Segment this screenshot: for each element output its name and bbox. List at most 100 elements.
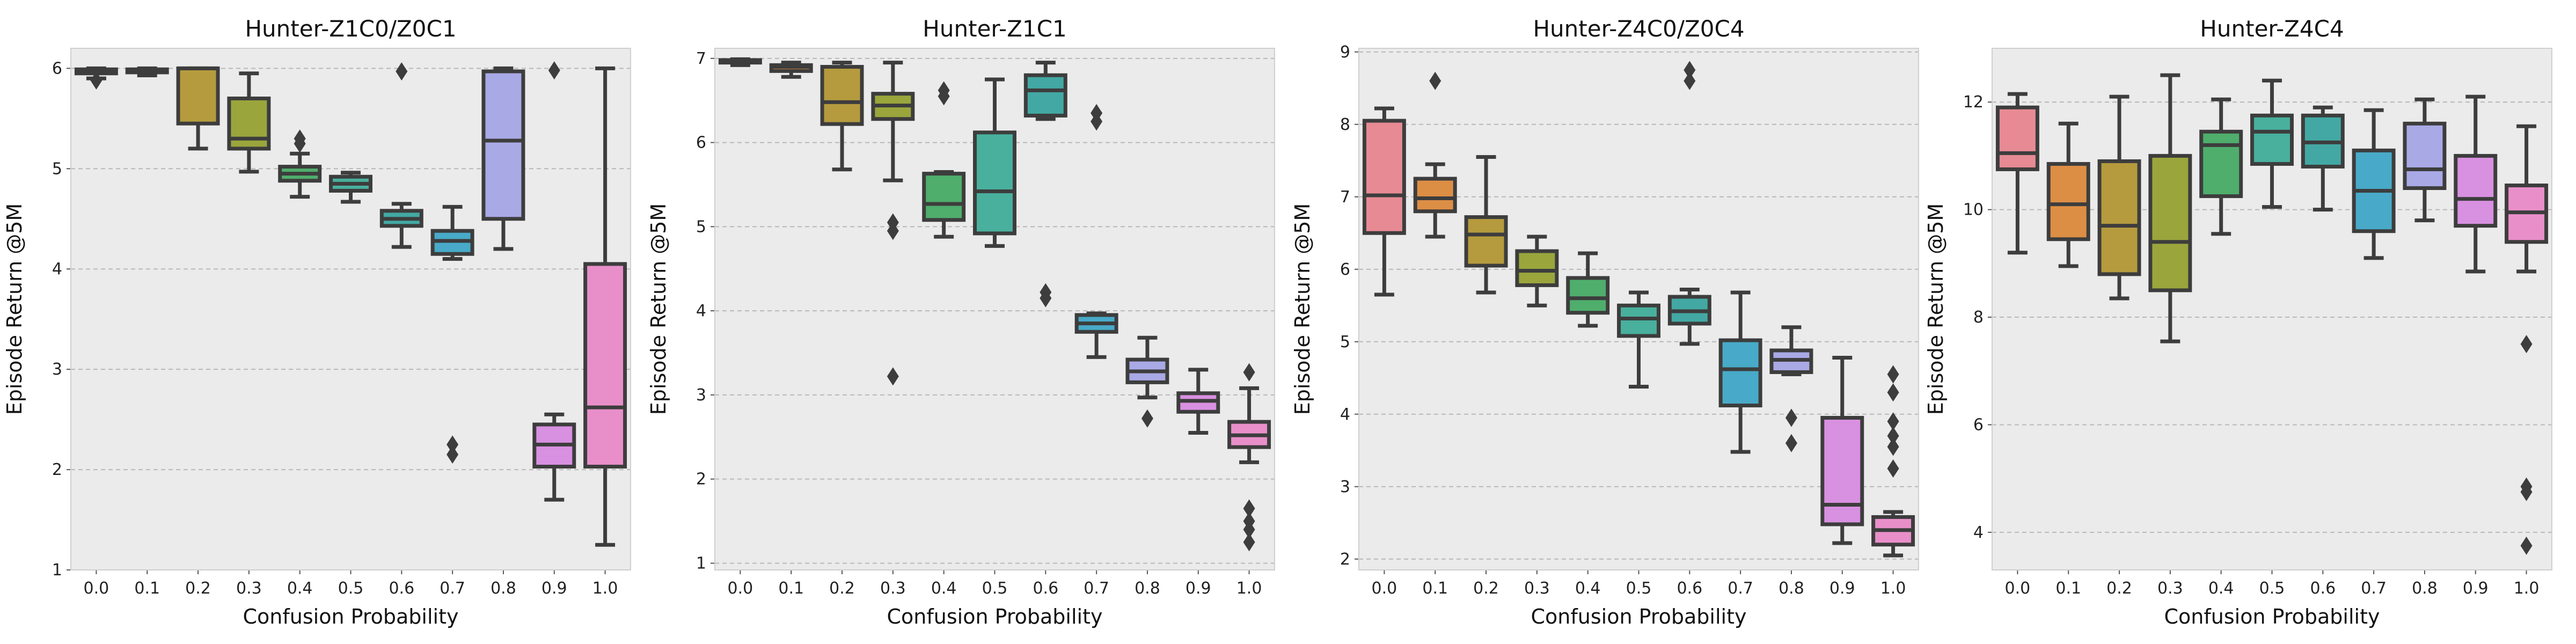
x-tick-label: 0.7 bbox=[2361, 579, 2387, 598]
box-0.9 bbox=[1176, 368, 1220, 435]
box-body bbox=[481, 69, 525, 221]
box-0.3 bbox=[1515, 235, 1559, 308]
y-tick-label: 6 bbox=[1340, 260, 1350, 279]
y-tick-label: 4 bbox=[52, 260, 62, 279]
y-tick-label: 3 bbox=[696, 386, 706, 405]
plot-frame bbox=[1358, 48, 1919, 570]
box-0.9 bbox=[1820, 355, 1864, 545]
box-0.7 bbox=[2352, 108, 2396, 260]
y-tick-label: 7 bbox=[696, 49, 706, 68]
y-axis-label: Episode Return @5M bbox=[3, 203, 26, 415]
x-tick-label: 0.7 bbox=[440, 579, 465, 598]
box-0.1 bbox=[2046, 121, 2090, 268]
box-0.9 bbox=[2454, 94, 2498, 274]
box-body bbox=[2148, 153, 2192, 292]
box-body bbox=[2403, 121, 2447, 191]
chart-title: Hunter-Z4C4 bbox=[2200, 16, 2344, 42]
box-body bbox=[922, 172, 966, 222]
box-0.1 bbox=[1413, 71, 1457, 239]
box-0.3 bbox=[227, 71, 271, 174]
x-tick-label: 0.0 bbox=[2005, 579, 2031, 598]
box-0.0 bbox=[1362, 106, 1406, 297]
y-tick-label: 8 bbox=[1340, 115, 1350, 134]
y-tick-label: 6 bbox=[696, 134, 706, 152]
y-tick-label: 2 bbox=[52, 460, 62, 479]
y-axis-label: Episode Return @5M bbox=[647, 203, 670, 415]
outlier-point bbox=[1091, 112, 1103, 131]
x-tick-label: 0.1 bbox=[1422, 579, 1448, 598]
box-0.3 bbox=[2148, 73, 2192, 343]
box-body bbox=[227, 96, 271, 151]
box-1.0 bbox=[2505, 124, 2549, 555]
outlier-point bbox=[548, 61, 560, 80]
y-tick-label: 4 bbox=[1973, 523, 1984, 542]
y-tick-label: 3 bbox=[52, 360, 62, 379]
x-tick-label: 0.4 bbox=[287, 579, 313, 598]
box-0.8 bbox=[2403, 97, 2447, 223]
x-tick-label: 0.1 bbox=[778, 579, 804, 598]
y-tick-label: 5 bbox=[52, 159, 62, 178]
plot-frame bbox=[714, 48, 1275, 570]
x-axis-label: Confusion Probability bbox=[887, 605, 1103, 628]
outlier-point bbox=[1243, 533, 1255, 552]
plot-background bbox=[71, 48, 631, 570]
y-tick-label: 8 bbox=[1973, 308, 1984, 327]
outlier-point bbox=[1141, 409, 1153, 428]
x-tick-label: 0.8 bbox=[491, 579, 516, 598]
outlier-point bbox=[294, 134, 306, 153]
x-tick-label: 0.3 bbox=[236, 579, 262, 598]
outlier-point bbox=[1887, 383, 1899, 402]
x-tick-label: 0.1 bbox=[2055, 579, 2081, 598]
y-tick-label: 3 bbox=[1340, 478, 1350, 496]
x-tick-label: 0.8 bbox=[2412, 579, 2438, 598]
y-tick-label: 5 bbox=[696, 217, 706, 236]
x-axis-label: Confusion Probability bbox=[243, 605, 459, 628]
x-tick-label: 1.0 bbox=[2514, 579, 2540, 598]
x-tick-label: 0.7 bbox=[1728, 579, 1753, 598]
outlier-point bbox=[1684, 71, 1696, 90]
x-tick-label: 0.2 bbox=[1473, 579, 1499, 598]
box-body bbox=[1515, 249, 1559, 287]
x-tick-label: 0.7 bbox=[1084, 579, 1109, 598]
box-0.4 bbox=[1566, 251, 1610, 328]
plot-frame bbox=[1992, 48, 2552, 570]
box-0.5 bbox=[1617, 290, 1660, 389]
box-body bbox=[2046, 162, 2090, 241]
x-tick-label: 0.4 bbox=[1575, 579, 1601, 598]
box-0.0 bbox=[718, 57, 762, 67]
outlier-point bbox=[447, 435, 459, 454]
x-tick-label: 0.5 bbox=[2259, 579, 2285, 598]
box-0.4 bbox=[922, 81, 966, 239]
box-0.6 bbox=[1023, 61, 1067, 308]
y-tick-label: 1 bbox=[52, 561, 62, 580]
x-tick-label: 0.5 bbox=[982, 579, 1008, 598]
x-tick-label: 0.6 bbox=[1033, 579, 1058, 598]
box-1.0 bbox=[1227, 363, 1271, 552]
box-0.7 bbox=[1074, 104, 1118, 359]
x-tick-label: 0.0 bbox=[84, 579, 109, 598]
outlier-point bbox=[90, 71, 103, 90]
box-body bbox=[820, 64, 864, 126]
x-tick-label: 1.0 bbox=[1880, 579, 1906, 598]
x-tick-label: 0.8 bbox=[1135, 579, 1160, 598]
outlier-point bbox=[1243, 520, 1255, 539]
box-0.5 bbox=[2250, 78, 2294, 209]
y-tick-label: 9 bbox=[1340, 43, 1350, 62]
outlier-point bbox=[887, 222, 899, 240]
box-0.3 bbox=[871, 61, 915, 386]
x-tick-label: 0.3 bbox=[1524, 579, 1550, 598]
box-0.5 bbox=[973, 77, 1016, 248]
box-body bbox=[1617, 303, 1660, 338]
x-tick-label: 1.0 bbox=[1236, 579, 1262, 598]
outlier-point bbox=[1040, 289, 1052, 308]
x-tick-label: 0.9 bbox=[1829, 579, 1855, 598]
x-tick-label: 0.0 bbox=[1372, 579, 1397, 598]
outlier-point bbox=[447, 445, 459, 464]
outlier-point bbox=[1429, 71, 1441, 90]
box-0.6 bbox=[2301, 105, 2345, 212]
x-tick-label: 0.2 bbox=[185, 579, 211, 598]
chart-title: Hunter-Z4C0/Z0C4 bbox=[1533, 16, 1744, 42]
outlier-point bbox=[1785, 408, 1797, 427]
x-tick-label: 0.2 bbox=[829, 579, 855, 598]
